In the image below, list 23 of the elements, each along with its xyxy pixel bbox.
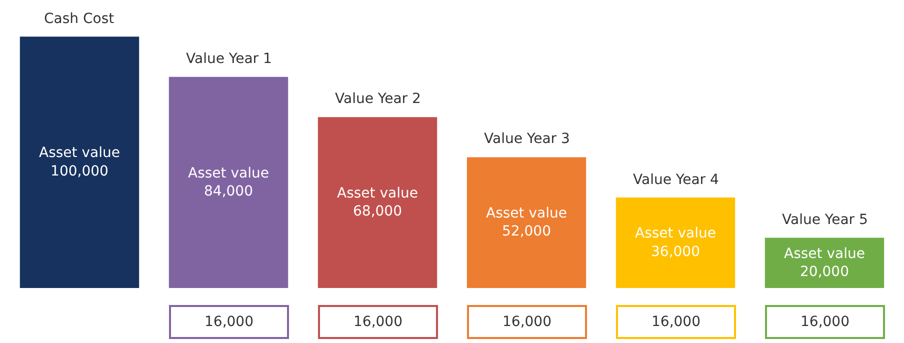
x-tick-label: Value Year 3 [484,131,570,147]
text: 16,000 [354,314,402,330]
bar [466,157,586,288]
bar [20,36,140,288]
data-label: Asset value 52,000 [486,206,567,240]
x-tick-label: Value Year 2 [335,91,421,107]
data-label: Asset value 100,000 [39,145,120,180]
x-tick-label: Value Year 4 [633,172,719,188]
bar [318,117,438,288]
data-label: Asset value 20,000 [784,246,865,280]
x-tick-label: Value Year 5 [782,212,868,228]
text: 16,000 [652,314,700,330]
bar [168,76,288,288]
data-label: Asset value 36,000 [635,226,716,260]
bar [764,238,884,288]
data-label: Asset value 84,000 [188,165,269,200]
text: 16,000 [800,314,850,330]
bar [616,198,736,288]
x-tick-label: Cash Cost [44,11,115,27]
text: 16,000 [204,314,254,330]
text: 16,000 [502,314,552,330]
x-tick-label: Value Year 1 [186,51,272,67]
data-label: Asset value 68,000 [337,185,418,220]
